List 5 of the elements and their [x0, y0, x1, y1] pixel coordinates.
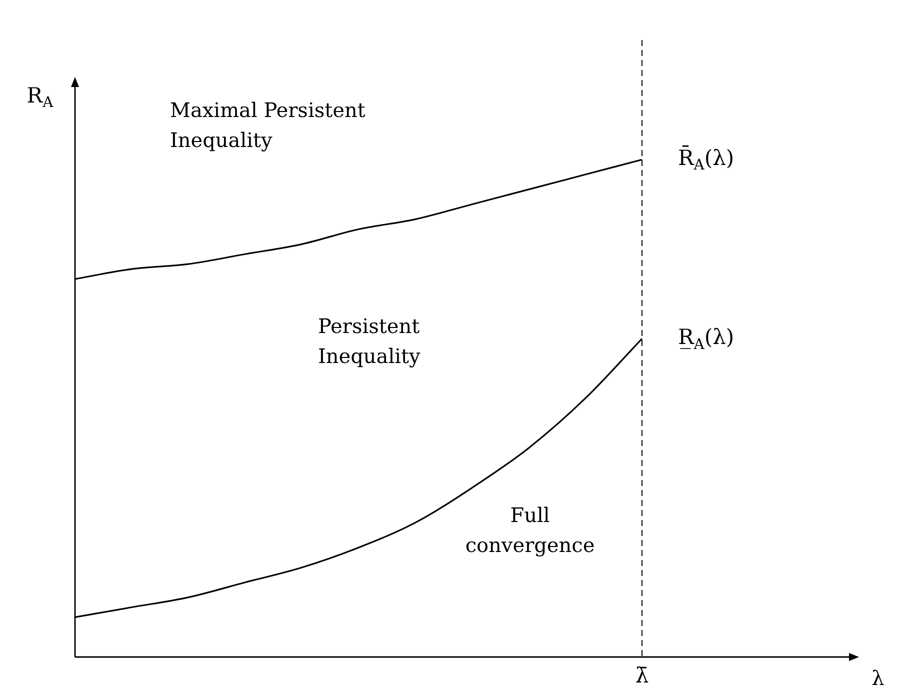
- annotation: Persistent Inequality: [318, 314, 422, 368]
- annotation: Full convergence: [465, 503, 595, 558]
- text: λ̄: [635, 663, 649, 688]
- text: λ: [872, 666, 885, 690]
- text: Maximal Persistent Inequality: [170, 98, 366, 152]
